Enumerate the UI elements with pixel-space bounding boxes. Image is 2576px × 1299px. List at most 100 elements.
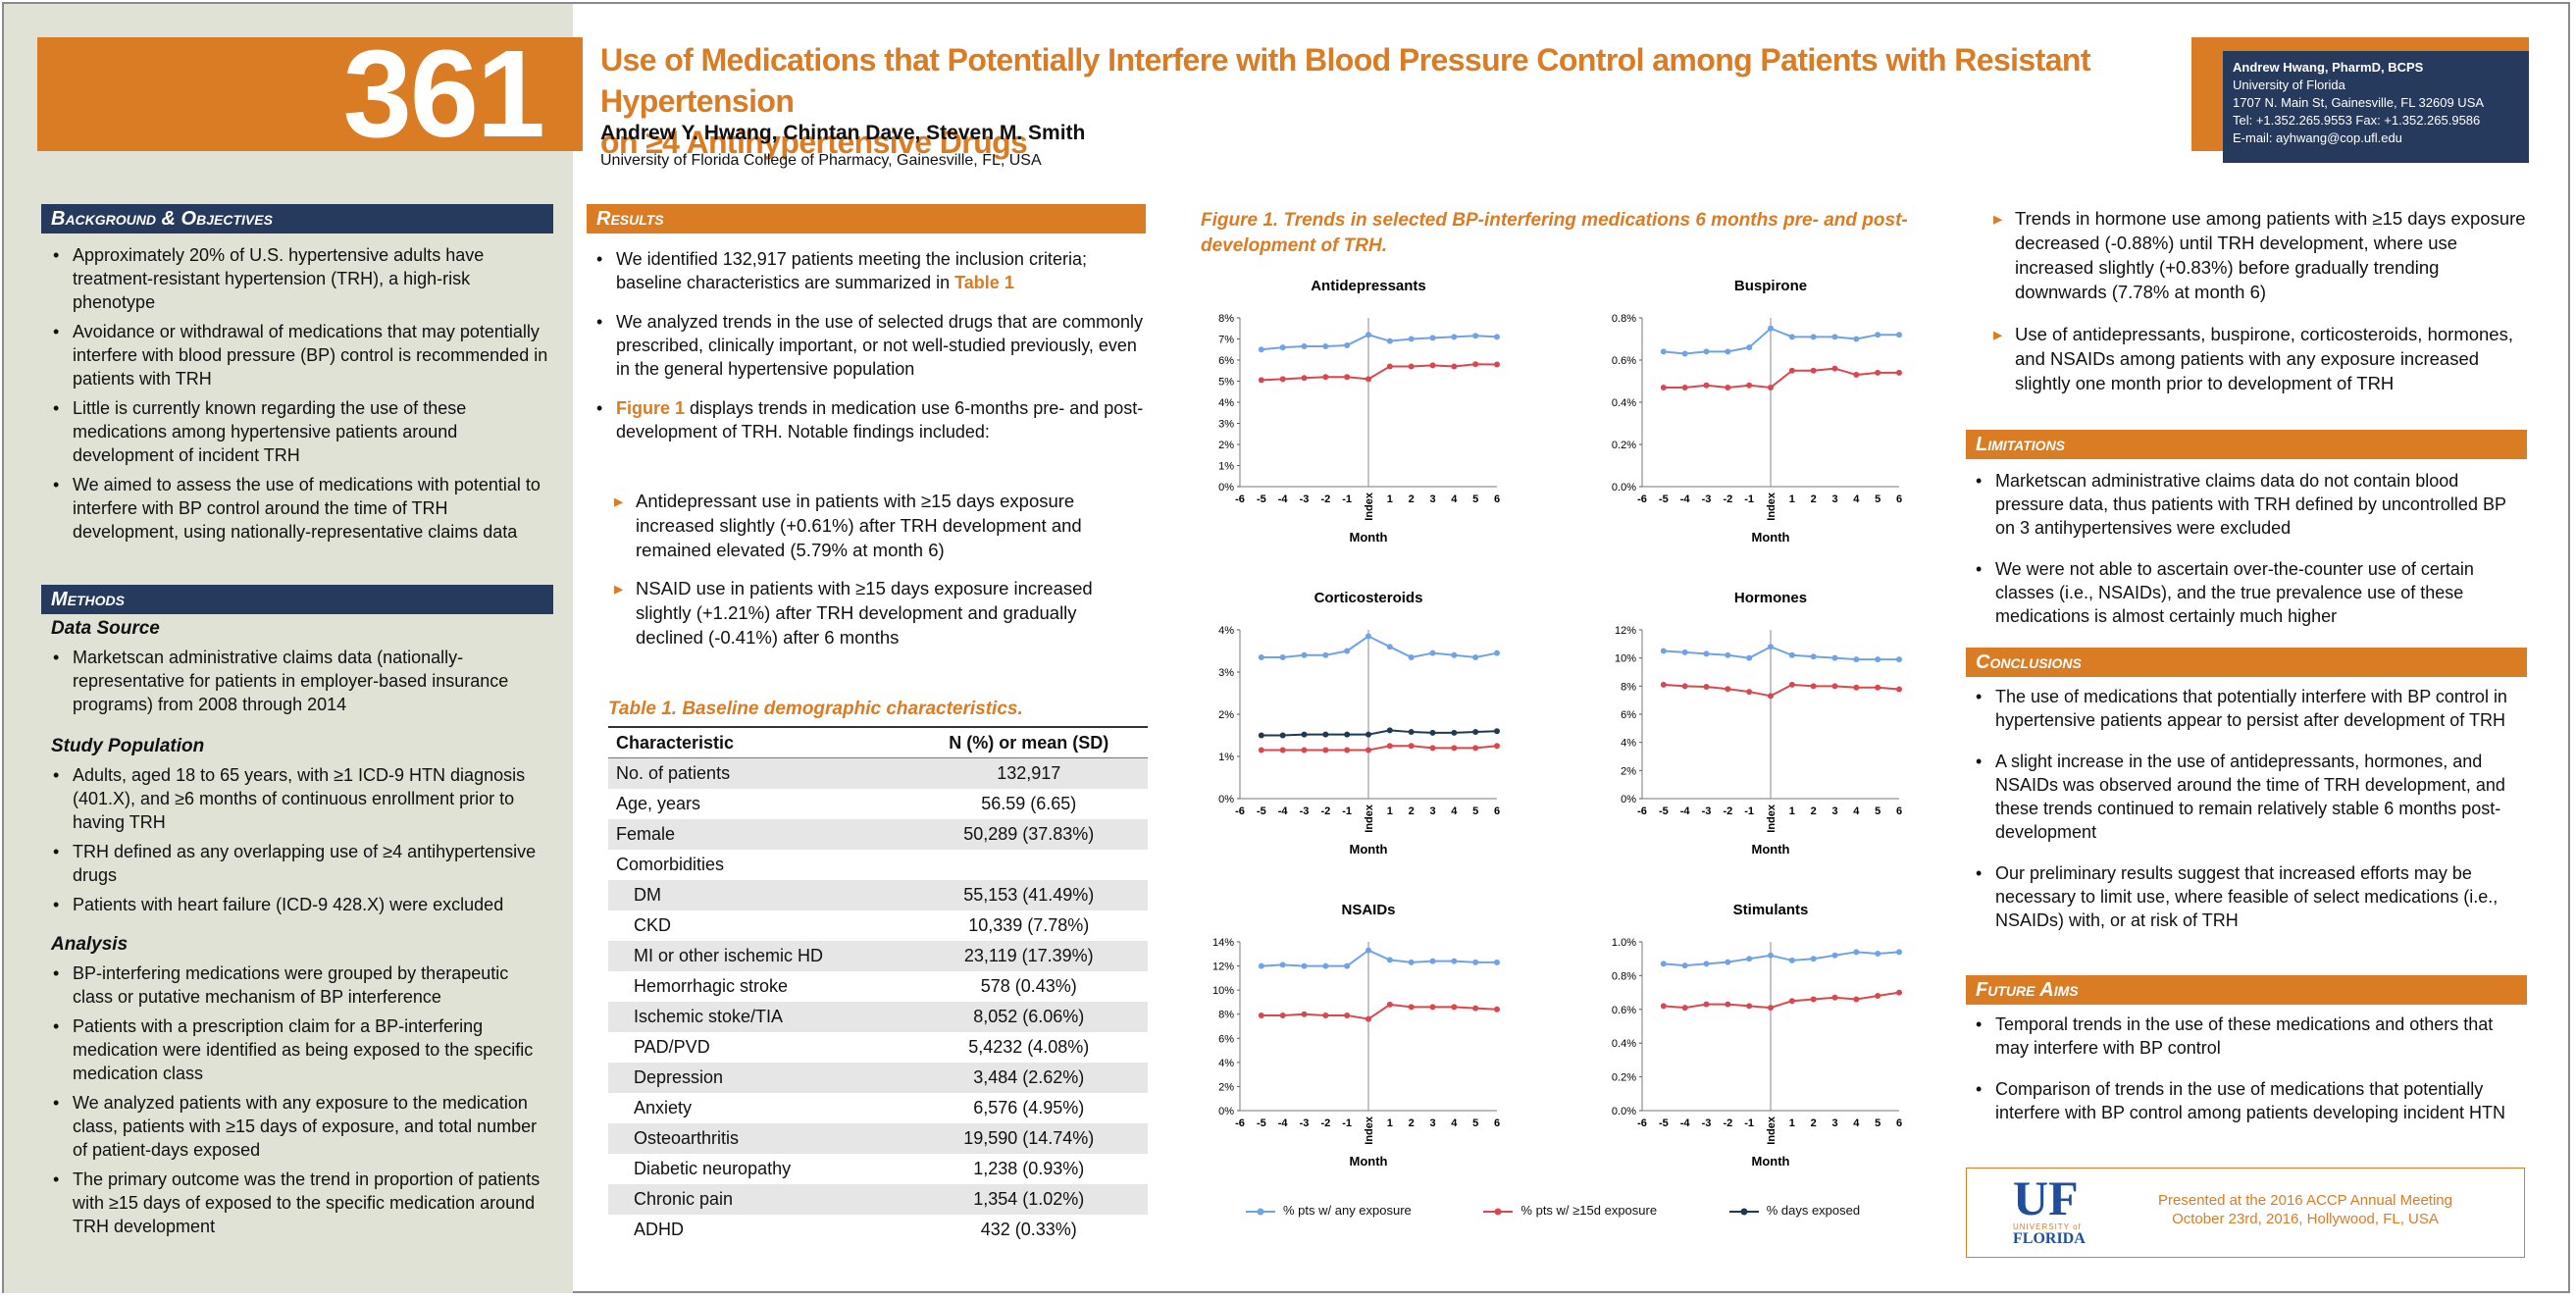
data-point: [1875, 993, 1881, 1000]
data-point: [1703, 650, 1710, 657]
x-tick-label: Index: [1766, 1116, 1777, 1145]
data-point: [1494, 650, 1500, 656]
data-point: [1451, 651, 1458, 658]
x-tick-label: 5: [1875, 1117, 1880, 1129]
x-tick-label: -4: [1278, 1117, 1289, 1129]
table-row: DM 55,153 (41.49%): [608, 880, 1148, 910]
data-point: [1494, 959, 1500, 965]
list-item: Figure 1 displays trends in medication u…: [592, 396, 1146, 443]
list-item: We analyzed patients with any exposure t…: [49, 1091, 553, 1162]
data-point: [1258, 732, 1264, 739]
data-point: [1768, 325, 1774, 332]
uf-logo: UF UNIVERSITY of FLORIDA: [2013, 1173, 2091, 1252]
data-point: [1896, 686, 1902, 693]
y-tick-label: 4%: [1218, 625, 1234, 637]
x-tick-label: -5: [1659, 1117, 1669, 1129]
table-cell-value: 19,590 (14.74%): [909, 1123, 1148, 1154]
data-point: [1788, 681, 1795, 688]
x-axis-label: Month: [1752, 842, 1790, 857]
x-tick-label: -5: [1257, 494, 1266, 505]
x-tick-label: -3: [1300, 1117, 1310, 1129]
title-panel: [583, 37, 2191, 151]
data-point: [1746, 956, 1753, 962]
contact-email: E-mail: ayhwang@cop.ufl.edu: [2233, 130, 2402, 145]
list-item: Marketscan administrative claims data do…: [1972, 469, 2527, 540]
x-tick-label: -2: [1320, 805, 1330, 817]
table-cell-label: Age, years: [616, 794, 701, 813]
data-point: [1703, 1001, 1710, 1008]
table-row: No. of patients 132,917: [608, 757, 1148, 789]
data-point: [1386, 727, 1393, 734]
uf-logo-sub2: FLORIDA: [2013, 1230, 2086, 1247]
data-point: [1279, 747, 1286, 753]
figure1-link[interactable]: Figure 1: [616, 398, 686, 418]
contact-name: Andrew Hwang, PharmD, BCPS: [2233, 60, 2424, 75]
data-point: [1429, 362, 1436, 369]
data-point: [1344, 341, 1351, 348]
data-point: [1301, 651, 1308, 658]
figure1-caption: Figure 1. Trends in selected BP-interfer…: [1201, 210, 1908, 256]
table-cell-value: 56.59 (6.65): [981, 794, 1077, 813]
list-item: The use of medications that potentially …: [1972, 685, 2527, 732]
presented-text: Presented at the 2016 ACCP Annual Meetin…: [2109, 1191, 2501, 1228]
x-tick-label: 4: [1853, 494, 1860, 505]
conclusions-heading: Conclusions: [1966, 648, 2527, 677]
data-point: [1681, 962, 1688, 969]
table1-link[interactable]: Table 1: [954, 273, 1014, 292]
table-row: PAD/PVD 5,4232 (4.08%): [608, 1032, 1148, 1063]
data-point: [1344, 962, 1351, 969]
y-tick-label: 8%: [1621, 681, 1636, 693]
data-point: [1429, 745, 1436, 752]
more-findings-list: Trends in hormone use among patients wit…: [1991, 206, 2527, 409]
table-row: Anxiety 6,576 (4.95%): [608, 1093, 1148, 1123]
y-tick-label: 5%: [1218, 377, 1234, 389]
contact-phone: Tel: +1.352.265.9553 Fax: +1.352.265.958…: [2233, 113, 2481, 128]
data-point: [1258, 1012, 1264, 1018]
data-point: [1429, 650, 1436, 656]
y-tick-label: 2%: [1621, 765, 1636, 777]
data-point: [1472, 333, 1479, 339]
data-point: [1810, 956, 1817, 962]
data-point: [1472, 729, 1479, 736]
data-point: [1746, 382, 1753, 389]
x-tick-label: -2: [1723, 494, 1732, 505]
data-point: [1451, 1004, 1458, 1011]
table-cell-value: 1,354 (1.02%): [909, 1184, 1148, 1215]
data-point: [1344, 731, 1351, 738]
list-item: Little is currently known regarding the …: [49, 396, 553, 467]
baseline-table: Characteristic N (%) or mean (SD) No. of…: [608, 726, 1148, 1245]
data-point: [1896, 332, 1902, 338]
data-point: [1896, 949, 1902, 956]
data-point: [1853, 949, 1860, 956]
x-tick-label: 4: [1451, 494, 1458, 505]
table-cell-value: 8,052 (6.06%): [909, 1002, 1148, 1032]
data-point: [1451, 745, 1458, 752]
x-tick-label: -3: [1300, 494, 1310, 505]
data-point: [1301, 1011, 1308, 1017]
data-point: [1301, 343, 1308, 350]
data-point: [1322, 747, 1329, 753]
table-row: ADHD 432 (0.33%): [608, 1215, 1148, 1245]
x-tick-label: 2: [1409, 805, 1415, 817]
data-point: [1703, 961, 1710, 967]
data-point: [1365, 731, 1371, 738]
title-line-1: Use of Medications that Potentially Inte…: [600, 42, 2090, 119]
series-line: [1261, 949, 1497, 967]
data-point: [1408, 336, 1415, 342]
table-row: Ischemic stoke/TIA 8,052 (6.06%): [608, 1002, 1148, 1032]
x-tick-label: Index: [1766, 804, 1777, 833]
background-heading: Background & Objectives: [41, 204, 553, 234]
data-point: [1725, 959, 1731, 965]
data-point: [1279, 344, 1286, 351]
y-tick-label: 0.6%: [1612, 1005, 1636, 1016]
data-point: [1344, 648, 1351, 654]
authors: Andrew Y. Hwang, Chintan Dave, Steven M.…: [600, 122, 1086, 144]
data-point: [1472, 361, 1479, 368]
list-item: We analyzed trends in the use of selecte…: [592, 310, 1146, 381]
chart-legend: % pts w/ any exposure % pts w/ ≥15d expo…: [1246, 1203, 1929, 1218]
limitations-list: Marketscan administrative claims data do…: [1972, 469, 2527, 634]
y-tick-label: 0%: [1218, 794, 1234, 805]
x-tick-label: 3: [1831, 1117, 1837, 1129]
data-point: [1831, 952, 1838, 959]
table-cell-label: Diabetic neuropathy: [634, 1159, 792, 1178]
